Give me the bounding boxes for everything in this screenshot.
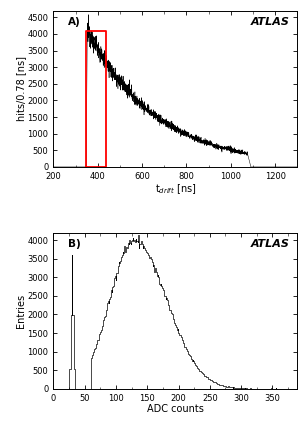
Text: B): B)	[68, 239, 81, 249]
Y-axis label: hits/0.78 [ns]: hits/0.78 [ns]	[16, 56, 26, 121]
Y-axis label: Entries: Entries	[16, 294, 26, 328]
Text: ATLAS: ATLAS	[251, 17, 290, 27]
Text: ATLAS: ATLAS	[251, 239, 290, 249]
Text: A): A)	[68, 17, 81, 27]
X-axis label: ADC counts: ADC counts	[147, 404, 204, 414]
X-axis label: t$_{drift}$ [ns]: t$_{drift}$ [ns]	[155, 182, 196, 196]
